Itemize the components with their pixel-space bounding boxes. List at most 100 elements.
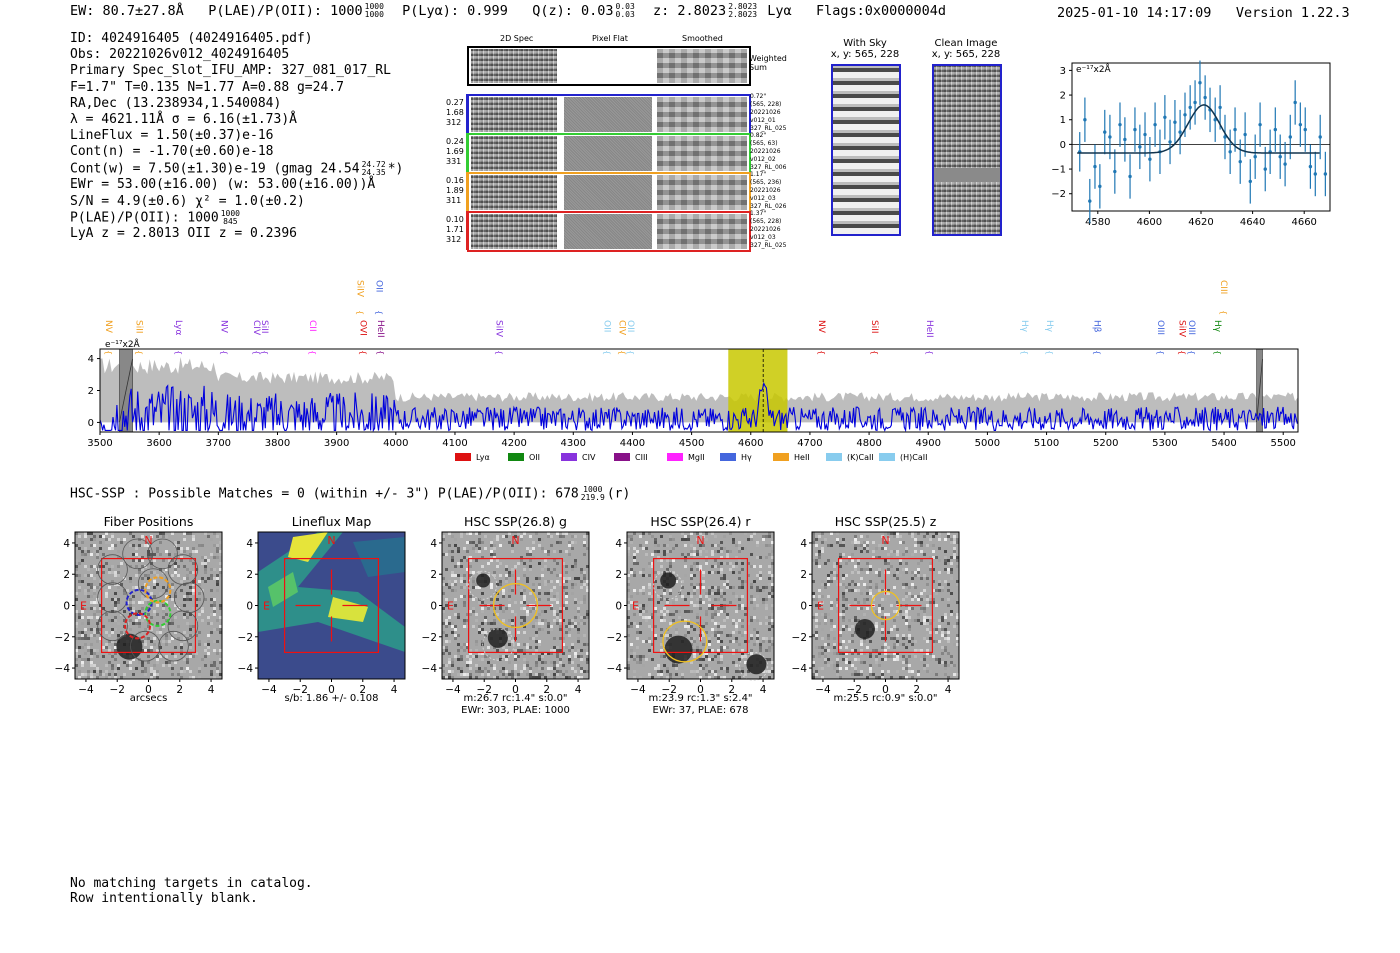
cutout-pixel: [457, 616, 460, 619]
cutout-pixel: [738, 604, 741, 607]
cutout-pixel: [771, 625, 774, 628]
cutout-pixel: [717, 607, 720, 610]
cutout-pixel: [929, 544, 932, 547]
cutout-pixel: [186, 637, 189, 640]
cutout-pixel: [950, 556, 953, 559]
cutout-pixel: [627, 580, 630, 583]
cutout-pixel: [99, 541, 102, 544]
zoom-xtick-label: 4640: [1240, 217, 1265, 228]
cutout-pixel: [544, 592, 547, 595]
cutout-pixel: [735, 625, 738, 628]
cutout-pixel: [699, 601, 702, 604]
cutout-pixel: [562, 673, 565, 676]
cutout-pixel: [857, 589, 860, 592]
cutout-pixel: [84, 658, 87, 661]
cutout-pixel: [944, 646, 947, 649]
cutout-pixel: [660, 643, 663, 646]
cutout-pixel: [126, 664, 129, 667]
cutout-pixel: [642, 592, 645, 595]
cutout-pixel: [466, 613, 469, 616]
cutout-pixel: [189, 646, 192, 649]
cutout-pixel: [920, 658, 923, 661]
cutout-pixel: [105, 592, 108, 595]
cutout-pixel: [929, 616, 932, 619]
cutout-pixel: [201, 607, 204, 610]
cutout-pixel: [705, 664, 708, 667]
cutout-pixel: [929, 631, 932, 634]
cutout-pixel: [442, 607, 445, 610]
info-contn: Cont(n) = -1.70(±0.60)e-18: [70, 144, 274, 160]
cutout-pixel: [756, 604, 759, 607]
cutout-pixel: [454, 613, 457, 616]
cutout-pixel: [675, 610, 678, 613]
cutout-pixel: [926, 664, 929, 667]
cutout-pixel: [186, 574, 189, 577]
cutout-pixel: [932, 589, 935, 592]
cutout-pixel: [144, 574, 147, 577]
cutout-pixel: [866, 586, 869, 589]
cutout-pixel: [660, 634, 663, 637]
cutout-pixel: [129, 595, 132, 598]
cutout-pixel: [842, 628, 845, 631]
cutout-pixel: [144, 544, 147, 547]
cutout-pixel: [633, 547, 636, 550]
cutout-pixel: [681, 667, 684, 670]
cutout-pixel: [478, 658, 481, 661]
cutout-pixel: [726, 634, 729, 637]
cutout-pixel: [896, 655, 899, 658]
cutout-pixel: [550, 604, 553, 607]
cutout-pixel: [818, 604, 821, 607]
cutout-pixel: [87, 568, 90, 571]
cutout-pixel: [765, 658, 768, 661]
cutout-pixel: [821, 652, 824, 655]
legend-swatch: [455, 453, 471, 461]
cutout-pixel: [520, 607, 523, 610]
cutout-pixel: [642, 574, 645, 577]
cutout-pixel: [902, 676, 905, 679]
cutout-pixel: [108, 646, 111, 649]
cutout-pixel: [914, 640, 917, 643]
cutout-pixel: [651, 595, 654, 598]
hsc-panel-title: Lineflux Map: [291, 514, 372, 529]
cutout-pixel: [926, 619, 929, 622]
cutout-pixel: [851, 649, 854, 652]
cutout-pixel: [90, 538, 93, 541]
cutout-pixel: [863, 640, 866, 643]
cutout-pixel: [723, 607, 726, 610]
cutout-pixel: [848, 640, 851, 643]
cutout-pixel: [469, 610, 472, 613]
cutout-pixel: [204, 571, 207, 574]
cutout-pixel: [460, 532, 463, 535]
cutout-pixel: [941, 631, 944, 634]
cutout-pixel: [824, 655, 827, 658]
cutout-pixel: [213, 601, 216, 604]
cutout-pixel: [195, 664, 198, 667]
cutout-pixel: [511, 574, 514, 577]
cutout-pixel: [663, 550, 666, 553]
cutout-pixel: [204, 664, 207, 667]
cutout-pixel: [565, 550, 568, 553]
cutout-pixel: [586, 652, 589, 655]
cutout-pixel: [738, 598, 741, 601]
cutout-pixel: [81, 637, 84, 640]
cutout-pixel: [502, 535, 505, 538]
cutout-pixel: [505, 607, 508, 610]
cutout-pixel: [559, 535, 562, 538]
spectrum-xtick-label: 5000: [975, 438, 1000, 449]
cutout-pixel: [687, 535, 690, 538]
cutout-pixel: [96, 550, 99, 553]
hsc-summary-lo: 219.9: [580, 493, 605, 502]
cutout-pixel: [192, 538, 195, 541]
cutout-pixel: [833, 562, 836, 565]
panel-ytick-label: 2: [430, 569, 437, 581]
zoom-point: [1323, 172, 1328, 176]
cutout-pixel: [499, 658, 502, 661]
cutout-pixel: [666, 544, 669, 547]
cutout-pixel: [466, 568, 469, 571]
cutout-pixel: [860, 670, 863, 673]
cutout-pixel: [150, 628, 153, 631]
cutout-pixel: [815, 604, 818, 607]
cutout-pixel: [505, 658, 508, 661]
cutout-pixel: [690, 574, 693, 577]
cutout-pixel: [666, 601, 669, 604]
